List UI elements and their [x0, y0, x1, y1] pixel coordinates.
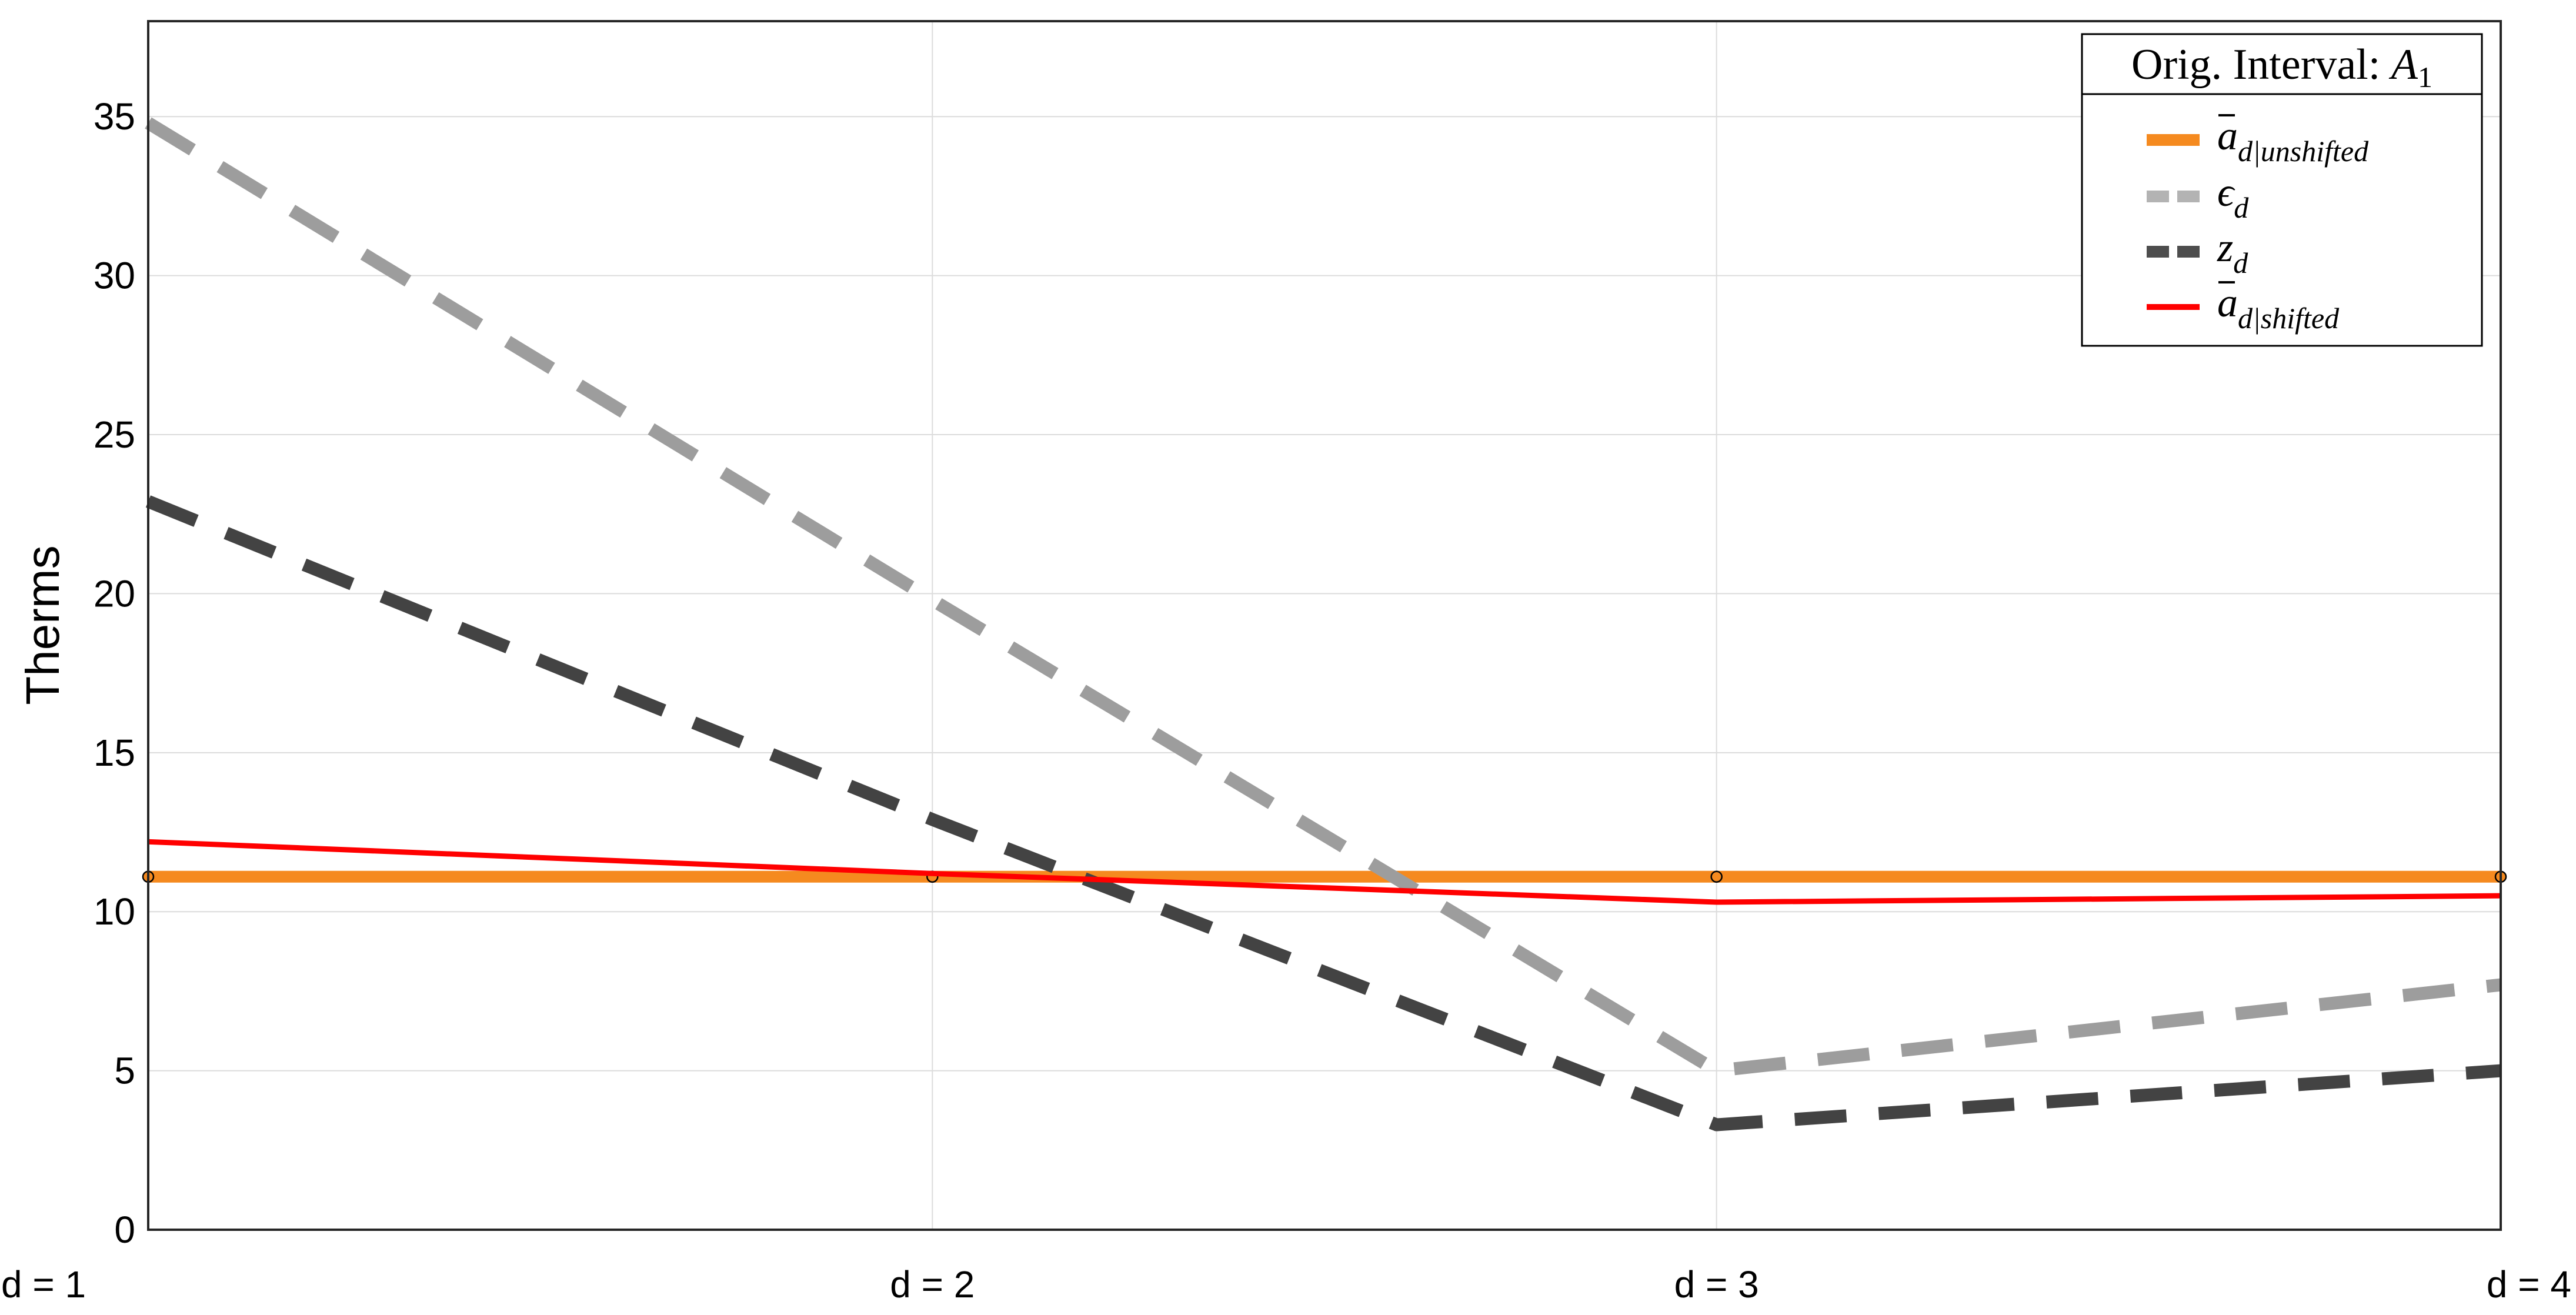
- x-tick-label: d = 1: [1, 1263, 86, 1306]
- y-tick-label: 5: [114, 1050, 135, 1092]
- legend-label-sub: d|unshifted: [2238, 135, 2369, 168]
- y-tick-label: 25: [94, 413, 135, 456]
- legend: Orig. Interval: A1 ad|unshiftedϵdzdad|sh…: [2081, 33, 2483, 347]
- y-axis-label: Therms: [16, 545, 69, 705]
- legend-title-math: A: [2388, 41, 2418, 89]
- series-line: [145, 117, 2502, 1077]
- legend-label-main: a: [2217, 114, 2238, 159]
- legend-label-main: ϵ: [2217, 170, 2235, 215]
- y-tick-label: 0: [114, 1209, 135, 1251]
- plot-frame: [147, 20, 2502, 1231]
- series-line: [145, 495, 2501, 1132]
- y-tick-label: 20: [94, 572, 135, 615]
- legend-label-sub: d|shifted: [2238, 302, 2340, 335]
- x-tick-label: d = 2: [890, 1263, 975, 1306]
- legend-label-sub: d: [2233, 246, 2248, 279]
- legend-label-main: a: [2217, 281, 2238, 326]
- series-marker: [1710, 870, 1723, 883]
- legend-label: ad|shifted: [2217, 281, 2340, 335]
- legend-label: ϵd: [2217, 170, 2249, 224]
- series-line-shade: [145, 495, 2501, 1132]
- y-tick-label: 35: [94, 95, 135, 138]
- x-tick-label: d = 4: [2487, 1263, 2571, 1306]
- legend-box: [2081, 33, 2483, 347]
- legend-title: Orig. Interval: A1: [2131, 41, 2432, 94]
- ticks: 0 5 10 15 20 25 30 35 d = 1 d = 2 d = 3 d = 4: [1, 95, 2571, 1306]
- series-layer: [142, 117, 2507, 1132]
- series-line-shade: [145, 117, 2502, 1077]
- legend-label: ad|unshifted: [2217, 114, 2369, 168]
- legend-label: zd: [2217, 225, 2248, 279]
- legend-title-text: Orig. Interval:: [2131, 41, 2391, 89]
- legend-label-main: z: [2217, 225, 2233, 271]
- x-tick-label: d = 3: [1674, 1263, 1759, 1306]
- y-tick-label: 15: [94, 732, 135, 774]
- legend-label-sub: d: [2234, 191, 2249, 224]
- series-line: [148, 839, 2501, 905]
- y-tick-label: 30: [94, 255, 135, 297]
- y-tick-label: 10: [94, 890, 135, 933]
- legend-title-math-sub: 1: [2418, 61, 2432, 94]
